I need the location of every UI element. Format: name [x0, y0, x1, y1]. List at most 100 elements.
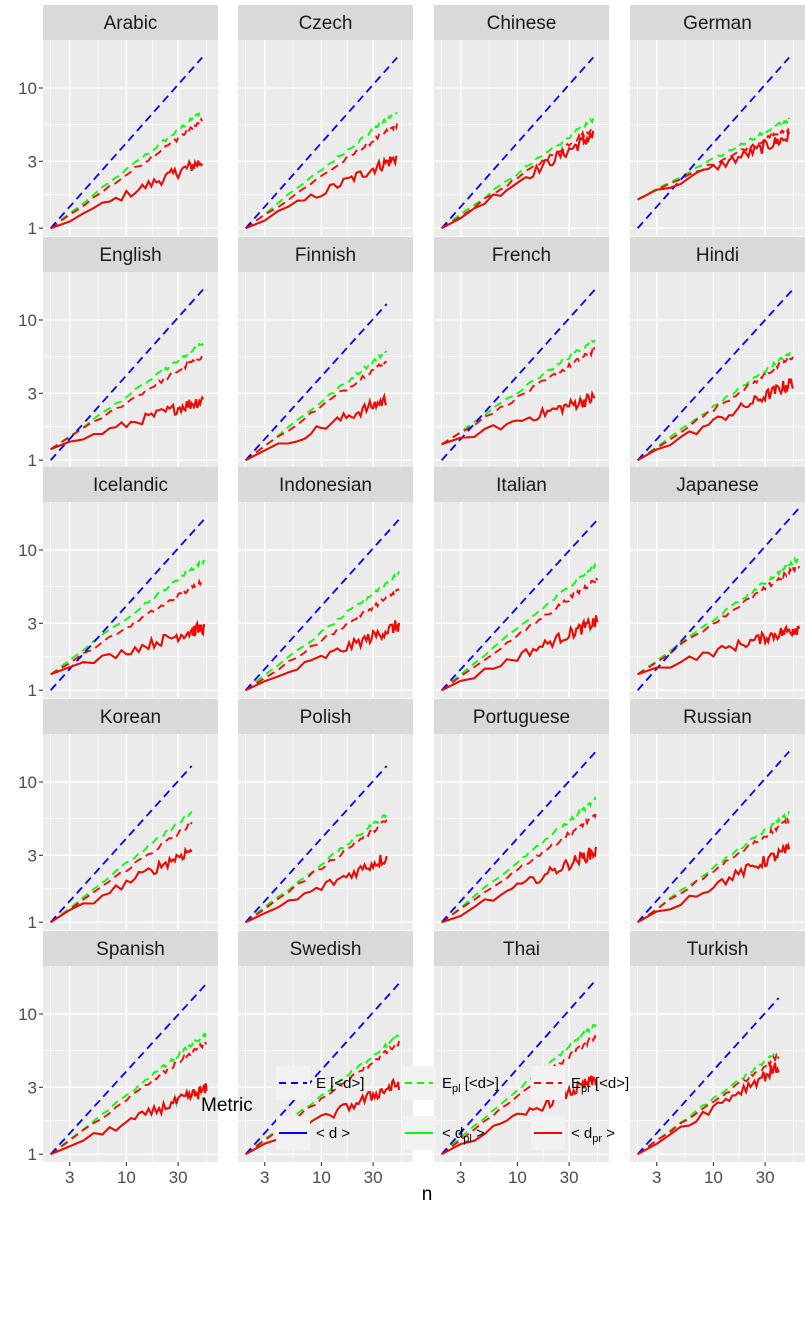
y-axis: 1 3 10 1 3 10 1 3 10 1 3 10 1 3 10: [18, 79, 43, 1164]
series-e-line: [244, 765, 388, 923]
series-e-line: [49, 288, 204, 461]
series-dpr-line: [50, 1083, 208, 1156]
legend: Metric E [<d>] Epl [<d>] Epr [<d>] < d > < d…: [201, 1066, 629, 1150]
series-lines: [49, 518, 205, 691]
series-dpr-line: [441, 846, 597, 924]
series-dpr-line: [50, 395, 204, 450]
facet-label: Polish: [300, 707, 352, 728]
series-epr-line: [637, 817, 790, 923]
x-tick-label: 10: [117, 1168, 136, 1187]
panel-icelandic: Icelandic: [43, 467, 218, 698]
legend-label: Epr [<d>]: [571, 1075, 629, 1095]
series-lines: [636, 507, 801, 691]
series-epl-line: [50, 811, 193, 923]
facet-strip: [238, 931, 413, 966]
x-tick-label: 3: [65, 1168, 74, 1187]
series-e-line: [440, 518, 599, 691]
series-dpr-line: [245, 1077, 400, 1156]
facet-strip: [238, 699, 413, 734]
series-e-line: [440, 288, 596, 461]
facet-strip: [434, 699, 609, 734]
facet-label: Finnish: [295, 245, 356, 266]
series-lines: [244, 303, 388, 462]
facet-strip: [43, 467, 218, 502]
y-tick-label: 3: [28, 1078, 37, 1097]
panel-korean: Korean: [43, 699, 218, 930]
series-epl-line: [245, 570, 400, 691]
panel-spanish: Spanish: [43, 931, 218, 1162]
facet-strip: [238, 237, 413, 272]
series-dpr-line: [441, 1075, 597, 1156]
series-epl-line: [441, 561, 599, 691]
series-dpr-line: [637, 841, 791, 924]
facet-strip: [630, 467, 805, 502]
facet-strip: [630, 931, 805, 966]
series-e-line: [49, 765, 193, 923]
panel-background: [434, 502, 609, 698]
series-dpr-line: [245, 392, 387, 462]
legend-label: E [<d>]: [316, 1075, 364, 1092]
series-e-line: [636, 288, 794, 461]
series-epr-line: [637, 355, 794, 461]
series-epl-line: [441, 1024, 597, 1155]
series-e-line: [49, 982, 208, 1155]
y-tick-label: 3: [28, 846, 37, 865]
legend-item-epl: Epl [<d>]: [402, 1066, 499, 1100]
series-e-line: [440, 979, 597, 1155]
series-lines: [440, 56, 595, 230]
facet-strip: [434, 5, 609, 40]
y-tick-label: 3: [28, 614, 37, 633]
legend-title: Metric: [201, 1095, 253, 1116]
series-epr-line: [245, 588, 400, 691]
x-tick-label: 30: [364, 1168, 383, 1187]
panel-french: French: [434, 237, 609, 468]
series-lines: [636, 750, 791, 924]
series-lines: [49, 982, 208, 1156]
series-dpr-line: [637, 1062, 780, 1156]
x-tick-label: 30: [756, 1168, 775, 1187]
series-e-line: [636, 56, 790, 229]
facet-label: Portuguese: [473, 707, 570, 728]
facet-strip: [238, 467, 413, 502]
series-lines: [49, 56, 203, 230]
series-epl-line: [637, 115, 790, 201]
series-epr-line: [245, 123, 399, 229]
facet-label: Spanish: [96, 939, 165, 960]
series-dpr-line: [637, 378, 794, 462]
series-epr-line: [50, 578, 205, 676]
legend-item-d: < d >: [276, 1116, 350, 1150]
series-epl-line: [50, 558, 205, 675]
series-e-line: [49, 518, 205, 691]
panel-finnish: Finnish: [238, 237, 413, 468]
series-epl-line: [50, 342, 204, 450]
facet-strip: [434, 467, 609, 502]
x-tick-label: 10: [704, 1168, 723, 1187]
series-dpr-line: [245, 620, 400, 692]
facet-label: Russian: [683, 707, 752, 728]
x-tick-label: 3: [260, 1168, 269, 1187]
series-epl-line: [637, 555, 801, 675]
facet-label: Chinese: [487, 13, 557, 34]
facet-strip: [43, 699, 218, 734]
series-epl-line: [637, 810, 790, 923]
series-dpr-line: [245, 854, 388, 924]
facet-label: Hindi: [696, 245, 739, 266]
legend-item-e: E [<d>]: [276, 1066, 364, 1100]
panel-indonesian: Indonesian: [238, 467, 413, 698]
panel-swedish: Swedish: [238, 931, 413, 1162]
y-tick-label: 1: [28, 1145, 37, 1164]
series-epl-line: [245, 350, 388, 461]
facet-strip: [630, 699, 805, 734]
facet-label: Thai: [503, 939, 540, 960]
series-epl-line: [50, 110, 203, 229]
series-lines: [636, 288, 794, 462]
series-dpr-line: [637, 130, 791, 201]
series-dpr-line: [441, 390, 596, 446]
panel-english: English: [43, 237, 218, 468]
panel-background: [43, 966, 218, 1162]
series-epr-line: [441, 813, 597, 923]
series-lines: [440, 750, 597, 924]
x-tick-label: 3: [456, 1168, 465, 1187]
series-e-line: [636, 997, 780, 1155]
panel-polish: Polish: [238, 699, 413, 930]
